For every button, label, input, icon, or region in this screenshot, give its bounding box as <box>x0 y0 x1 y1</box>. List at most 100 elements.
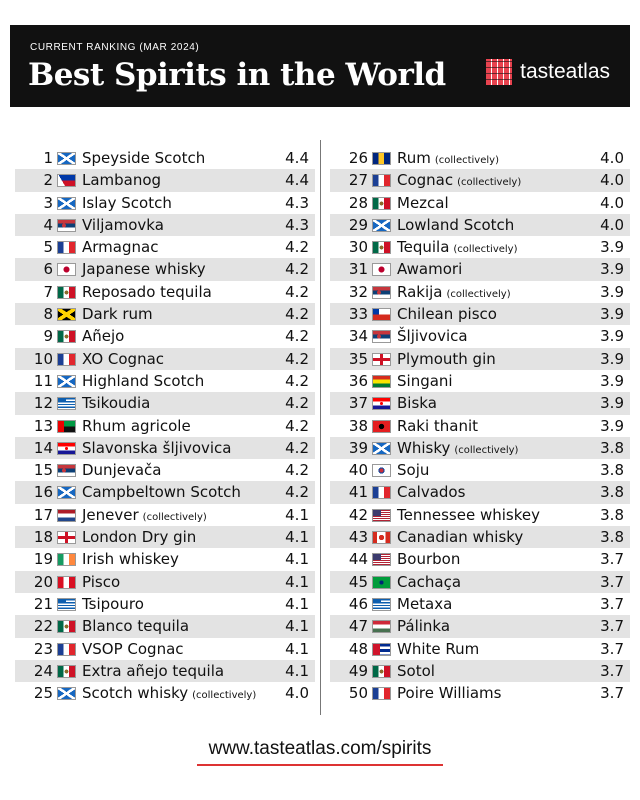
row: 47 Pálinka 3.7 <box>330 615 630 638</box>
flag <box>372 531 391 545</box>
name: Añejo <box>82 327 125 346</box>
score: 4.1 <box>285 639 309 658</box>
row: 39 Whisky (collectively) 3.8 <box>330 436 630 460</box>
column: 26 Rum (collectively) 4.0 27 Cognac (collectiv… <box>330 147 630 704</box>
score: 3.7 <box>600 617 624 636</box>
score: 3.7 <box>600 684 624 703</box>
logo: tasteatlas <box>486 59 610 85</box>
score: 3.8 <box>600 438 624 457</box>
note: (collectively) <box>192 690 257 702</box>
footer-url[interactable]: www.tasteatlas.com/spirits <box>208 738 432 759</box>
rank: 40 <box>348 461 368 480</box>
rank: 39 <box>348 438 368 457</box>
flag <box>57 508 76 522</box>
rank: 15 <box>33 461 53 480</box>
name: Poire Williams <box>397 684 502 703</box>
score: 4.1 <box>285 550 309 569</box>
name: Jenever (collectively) <box>82 505 207 524</box>
name: Tsipouro <box>82 594 144 613</box>
score: 4.3 <box>285 193 309 212</box>
flag <box>57 687 76 701</box>
score: 4.1 <box>285 617 309 636</box>
flag <box>57 196 76 210</box>
flag <box>57 330 76 344</box>
row: 37 Biska 3.9 <box>330 392 630 415</box>
note: (collectively) <box>453 244 518 256</box>
rank: 29 <box>348 215 368 234</box>
name: Awamori <box>397 260 463 279</box>
name: Blanco tequila <box>82 617 190 636</box>
score: 4.2 <box>285 327 309 346</box>
row: 40 Soju 3.8 <box>330 459 630 481</box>
rank: 24 <box>33 661 53 680</box>
score: 3.9 <box>600 394 624 413</box>
name: Irish whiskey <box>82 550 179 569</box>
flag <box>57 620 76 634</box>
rank: 36 <box>348 371 368 390</box>
name: Armagnac <box>82 238 159 257</box>
flag <box>57 374 76 388</box>
rank: 38 <box>348 416 368 435</box>
flag <box>57 597 76 611</box>
score: 4.2 <box>285 349 309 368</box>
score: 3.9 <box>600 349 624 368</box>
score: 3.9 <box>600 305 624 324</box>
flag <box>57 241 76 255</box>
flag <box>372 374 391 388</box>
name: Metaxa <box>397 594 453 613</box>
flag <box>57 419 76 433</box>
flag <box>57 174 76 188</box>
row: 1 Speyside Scotch 4.4 <box>15 147 315 169</box>
score: 4.2 <box>285 282 309 301</box>
score: 4.0 <box>600 215 624 234</box>
row: 43 Canadian whisky 3.8 <box>330 526 630 549</box>
row: 42 Tennessee whiskey 3.8 <box>330 504 630 526</box>
row: 4 Viljamovka 4.3 <box>15 213 315 237</box>
name: VSOP Cognac <box>82 639 184 658</box>
rank: 4 <box>43 215 53 234</box>
row: 16 Campbeltown Scotch 4.2 <box>15 481 315 504</box>
row: 49 Sotol 3.7 <box>330 659 630 683</box>
rank: 10 <box>33 349 53 368</box>
name: Extra añejo tequila <box>82 661 225 680</box>
note: (collectively) <box>454 444 519 456</box>
name: Bourbon <box>397 550 461 569</box>
row: 31 Awamori 3.9 <box>330 258 630 281</box>
row: 18 London Dry gin 4.1 <box>15 526 315 549</box>
rank: 44 <box>348 550 368 569</box>
flag <box>57 352 76 366</box>
score: 3.7 <box>600 572 624 591</box>
row: 21 Tsipouro 4.1 <box>15 593 315 615</box>
row: 34 Šljivovica 3.9 <box>330 325 630 347</box>
rank: 14 <box>33 438 53 457</box>
name: Plymouth gin <box>397 349 496 368</box>
row: 30 Tequila (collectively) 3.9 <box>330 236 630 258</box>
rank: 11 <box>33 371 53 390</box>
name: Tennessee whiskey <box>397 505 540 524</box>
rank: 31 <box>348 260 368 279</box>
flag <box>57 575 76 589</box>
name: Tequila (collectively) <box>397 238 518 257</box>
name: Speyside Scotch <box>82 149 206 167</box>
row: 17 Jenever (collectively) 4.1 <box>15 504 315 526</box>
name: Scotch whisky (collectively) <box>82 684 257 703</box>
flag <box>57 642 76 656</box>
flag <box>57 664 76 678</box>
rank: 26 <box>348 149 368 167</box>
flag <box>372 642 391 656</box>
name: Japanese whisky <box>82 260 206 279</box>
score: 4.2 <box>285 305 309 324</box>
column: 1 Speyside Scotch 4.4 2 Lambanog 4.4 3 Islay Sc… <box>15 147 315 704</box>
rank: 41 <box>348 483 368 502</box>
row: 9 Añejo 4.2 <box>15 325 315 347</box>
name: Rhum agricole <box>82 416 191 435</box>
rank: 50 <box>348 684 368 703</box>
row: 19 Irish whiskey 4.1 <box>15 548 315 570</box>
rank: 19 <box>33 550 53 569</box>
score: 3.7 <box>600 550 624 569</box>
row: 28 Mezcal 4.0 <box>330 192 630 214</box>
header: CURRENT RANKING (MAR 2024) Best Spirits … <box>10 25 630 107</box>
name: Tsikoudia <box>82 394 151 413</box>
name: Highland Scotch <box>82 371 205 390</box>
row: 35 Plymouth gin 3.9 <box>330 347 630 370</box>
